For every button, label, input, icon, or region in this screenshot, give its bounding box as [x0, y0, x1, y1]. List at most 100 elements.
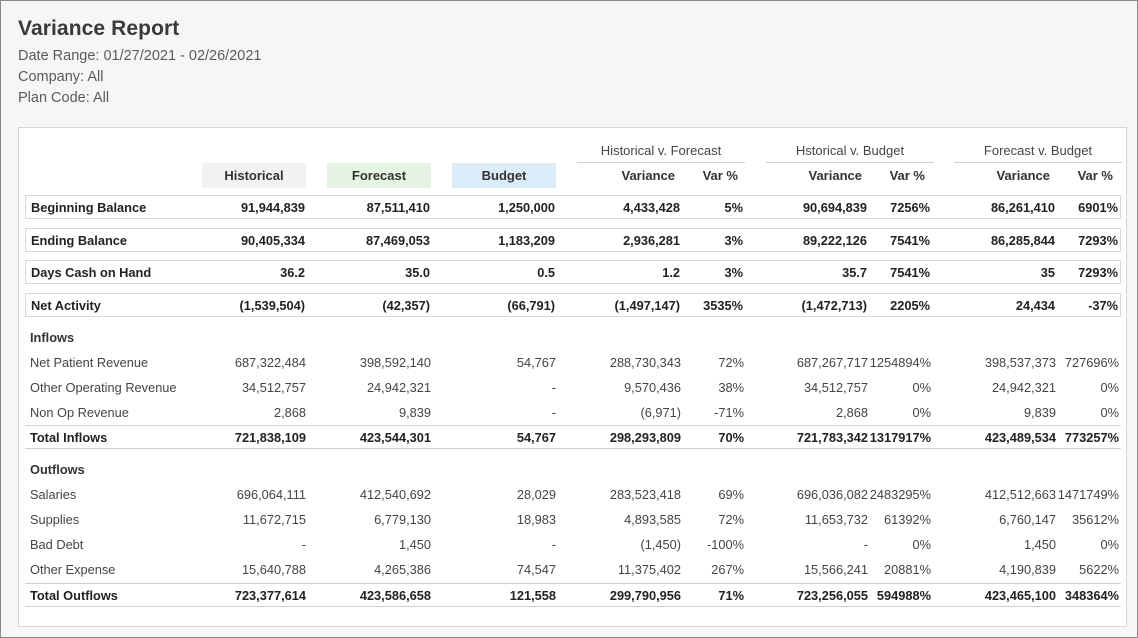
table-cell: 423,465,100 — [984, 587, 1056, 603]
table-cell: 11,375,402 — [617, 561, 681, 577]
row-label: Net Activity — [31, 297, 101, 313]
table-cell: 6,779,130 — [374, 511, 431, 527]
group-divider — [954, 162, 1122, 163]
table-cell: 1,183,209 — [498, 232, 555, 248]
group-divider — [577, 162, 745, 163]
table-cell: 423,586,658 — [359, 587, 431, 603]
group-historical-v-budget: Hstorical v. Budget — [795, 143, 905, 158]
table-cell: 91,944,839 — [240, 199, 305, 215]
col-varpct-hb: Var % — [889, 168, 925, 183]
table-row: Non Op Revenue 2,868 9,839 - (6,971) -71… — [25, 400, 1121, 424]
table-cell: 121,558 — [509, 587, 556, 603]
table-cell: 70% — [718, 429, 744, 445]
table-cell: 34,512,757 — [803, 379, 868, 395]
table-cell: - — [551, 404, 556, 420]
table-cell: 721,838,109 — [234, 429, 306, 445]
table-cell: 1471749% — [1057, 486, 1119, 502]
table-cell: 0% — [912, 379, 932, 395]
table-row-total: Total Inflows 721,838,109 423,544,301 54… — [25, 425, 1121, 449]
table-cell: (1,472,713) — [801, 297, 867, 313]
group-historical-v-forecast: Historical v. Forecast — [600, 143, 722, 158]
table-cell: 398,537,373 — [984, 354, 1056, 370]
table-row: Ending Balance 90,405,334 87,469,053 1,1… — [25, 228, 1121, 252]
table-cell: 90,405,334 — [240, 232, 305, 248]
table-cell: (1,539,504) — [239, 297, 305, 313]
table-cell: 2483295% — [869, 486, 931, 502]
table-cell: 6,760,147 — [999, 511, 1056, 527]
table-cell: 7256% — [890, 199, 930, 215]
table-cell: 6901% — [1078, 199, 1118, 215]
table-cell: 15,640,788 — [241, 561, 306, 577]
col-variance-hf: Variance — [621, 168, 676, 183]
table-cell: (42,357) — [382, 297, 430, 313]
table-cell: 348364% — [1064, 587, 1119, 603]
table-cell: 1,450 — [398, 536, 431, 552]
table-cell: 36.2 — [280, 264, 305, 280]
table-row: Net Activity (1,539,504) (42,357) (66,79… — [25, 293, 1121, 317]
table-cell: 24,434 — [1015, 297, 1055, 313]
table-cell: - — [863, 536, 868, 552]
table-cell: 299,790,956 — [609, 587, 681, 603]
table-cell: 1317917% — [869, 429, 931, 445]
table-row: Net Patient Revenue 687,322,484 398,592,… — [25, 350, 1121, 374]
table-cell: 24,942,321 — [366, 379, 431, 395]
table-cell: 283,523,418 — [609, 486, 681, 502]
table-cell: 1.2 — [662, 264, 680, 280]
table-row: Bad Debt - 1,450 - (1,450) -100% - 0% 1,… — [25, 532, 1121, 556]
table-cell: 2,936,281 — [623, 232, 680, 248]
table-cell: 20881% — [884, 561, 931, 577]
row-label: Days Cash on Hand — [31, 264, 152, 280]
table-cell: 0% — [912, 536, 932, 552]
table-cell: 723,377,614 — [234, 587, 306, 603]
table-cell: 9,570,436 — [624, 379, 681, 395]
col-variance-hb: Variance — [808, 168, 863, 183]
col-varpct-hf: Var % — [702, 168, 738, 183]
table-cell: 9,839 — [398, 404, 431, 420]
table-cell: 4,190,839 — [999, 561, 1056, 577]
table-cell: 3% — [724, 264, 744, 280]
table-row: Supplies 11,672,715 6,779,130 18,983 4,8… — [25, 507, 1121, 531]
col-forecast: Forecast — [327, 163, 431, 188]
table-cell: 723,256,055 — [796, 587, 868, 603]
table-cell: 72% — [718, 354, 744, 370]
table-cell: 696,036,082 — [796, 486, 868, 502]
table-row: Salaries 696,064,111 412,540,692 28,029 … — [25, 482, 1121, 506]
table-cell: -71% — [714, 404, 744, 420]
table-cell: 7293% — [1078, 232, 1118, 248]
table-cell: 4,433,428 — [623, 199, 680, 215]
table-cell: 28,029 — [516, 486, 556, 502]
table-cell: 2,868 — [835, 404, 868, 420]
table-cell: 86,261,410 — [990, 199, 1055, 215]
table-cell: 727696% — [1064, 354, 1119, 370]
table-cell: 696,064,111 — [236, 486, 306, 502]
variance-table: Historical v. Forecast Hstorical v. Budg… — [18, 127, 1127, 627]
table-cell: 1254894% — [869, 354, 931, 370]
table-cell: 87,511,410 — [366, 199, 430, 215]
table-cell: 35.7 — [842, 264, 867, 280]
row-label: Supplies — [30, 511, 80, 527]
table-cell: 5622% — [1079, 561, 1119, 577]
table-cell: 423,544,301 — [359, 429, 431, 445]
table-cell: 1,250,000 — [498, 199, 555, 215]
table-cell: 267% — [711, 561, 744, 577]
table-cell: 18,983 — [516, 511, 556, 527]
table-cell: (6,971) — [640, 404, 681, 420]
table-cell: (1,450) — [640, 536, 681, 552]
table-cell: (1,497,147) — [614, 297, 680, 313]
table-cell: 87,469,053 — [365, 232, 430, 248]
table-cell: - — [551, 379, 556, 395]
table-cell: 34,512,757 — [241, 379, 306, 395]
table-cell: 288,730,343 — [609, 354, 681, 370]
table-cell: 0.5 — [537, 264, 555, 280]
table-cell: 687,322,484 — [234, 354, 306, 370]
table-cell: 721,783,342 — [796, 429, 868, 445]
table-cell: 54,767 — [516, 429, 556, 445]
table-cell: - — [301, 536, 306, 552]
table-cell: 4,265,386 — [374, 561, 431, 577]
table-row-total: Total Outflows 723,377,614 423,586,658 1… — [25, 583, 1121, 607]
table-cell: 38% — [718, 379, 744, 395]
table-cell: -37% — [1088, 297, 1118, 313]
table-cell: 423,489,534 — [984, 429, 1056, 445]
table-cell: 86,285,844 — [990, 232, 1055, 248]
table-cell: 24,942,321 — [991, 379, 1056, 395]
